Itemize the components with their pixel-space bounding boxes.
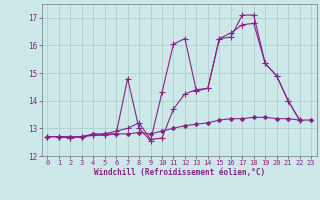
X-axis label: Windchill (Refroidissement éolien,°C): Windchill (Refroidissement éolien,°C) xyxy=(94,168,265,177)
